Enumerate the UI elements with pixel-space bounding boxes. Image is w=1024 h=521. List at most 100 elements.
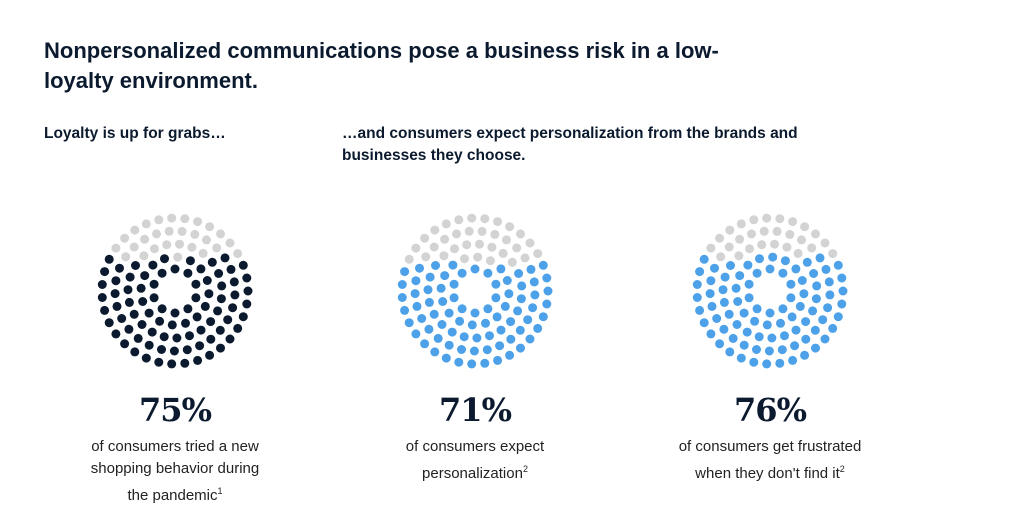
stat-value: 76% [734,391,807,429]
dot-empty [421,252,431,262]
dot-empty [828,249,838,259]
dot-filled [200,301,210,311]
dot-filled [131,261,140,270]
dot-empty [430,225,440,235]
stat-value: 75% [139,391,212,429]
dot-filled [169,346,179,356]
dot-empty [212,243,222,253]
dot-empty [404,254,414,264]
dot-empty [152,229,161,239]
dot-filled [230,290,240,300]
stat-2: 71% of consumers expect personalization2 [345,390,605,485]
dot-filled [780,331,789,341]
dot-filled [787,312,797,322]
dot-empty [130,225,140,235]
dot-filled [216,343,225,353]
dot-filled [157,304,167,314]
page-title: Nonpersonalized communications pose a bu… [44,38,719,93]
dot-filled [431,261,440,270]
dot-filled [217,281,227,291]
dot-filled [441,353,451,363]
dot-filled [780,256,790,266]
dot-filled [138,297,148,306]
dot-filled [225,334,235,344]
dot-empty [121,252,131,262]
dot-empty [177,226,187,236]
dot-empty [205,222,215,232]
dot-empty [202,235,211,245]
dot-filled [821,264,831,274]
dot-filled [719,297,729,307]
dot-filled [791,325,801,335]
dot-empty [120,233,130,243]
dot-filled [482,345,492,355]
dot-filled [764,346,774,356]
dot-filled [192,312,202,322]
dot-filled [778,304,788,314]
dot-empty [452,229,461,239]
dot-empty [167,213,177,223]
dot-filled [795,301,805,311]
dot-filled [449,279,459,289]
dot-filled [400,305,410,315]
dot-filled [167,359,177,369]
dot-filled [523,315,533,325]
dot-filled [699,254,709,264]
dot-filled [791,264,801,274]
dot-filled [467,320,477,330]
dot-filled [749,357,759,367]
dot-empty [216,229,225,239]
dot-empty [788,217,798,227]
dot-filled [472,333,482,343]
dot-filled [491,279,501,289]
dot-empty [759,226,769,236]
dot-empty [520,253,530,263]
dot-filled [438,297,448,306]
dot-filled [183,268,193,278]
dot-filled [495,341,505,351]
dot-filled [481,318,490,328]
dot-filled [196,325,206,335]
dot-empty [429,242,439,252]
dot-filled [242,273,252,283]
dot-filled [111,276,121,286]
dot-filled [755,254,764,264]
dot-filled [449,293,459,303]
dot-filled [191,293,201,303]
dot-empty [420,233,430,243]
dot-filled [207,257,217,267]
dot-filled [125,272,135,282]
dot-filled [695,305,705,315]
dot-empty [490,229,500,239]
dot-filled [216,294,226,304]
dot-filled [815,253,825,263]
dot-empty [441,219,451,229]
dot-filled [538,312,548,322]
dot-filled [496,264,506,274]
dot-filled [533,323,543,333]
dot-empty [129,242,139,252]
dot-filled [743,260,753,270]
dot-empty [180,214,190,224]
dot-filled [765,264,775,274]
dot-empty [464,226,474,236]
dot-filled [775,358,785,368]
dot-filled [181,318,190,328]
dot-filled [543,286,553,296]
dot-filled [172,333,182,343]
dot-empty [820,238,830,248]
dot-empty [487,242,497,252]
dot-filled [777,345,787,355]
dot-empty [190,229,200,239]
dot-empty [477,226,487,236]
dot-filled [707,301,717,311]
dot-empty [493,217,503,227]
dot-empty [757,240,767,250]
dot-empty [173,252,183,262]
dot-filled [765,308,775,318]
dot-filled [515,325,525,335]
dot-filled [762,359,772,369]
dot-filled [742,327,752,337]
dot-filled [506,317,516,327]
dot-filled [155,316,165,326]
